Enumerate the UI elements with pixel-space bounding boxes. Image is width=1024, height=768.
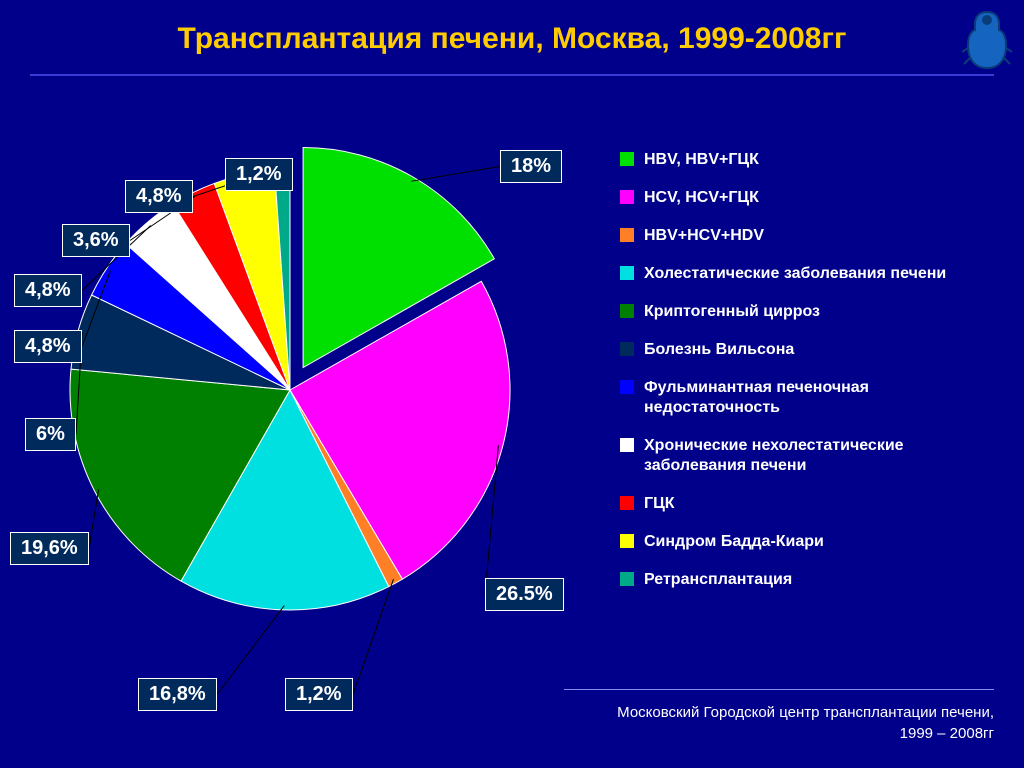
legend-item-5: Болезнь Вильсона xyxy=(620,340,1000,360)
legend-swatch xyxy=(620,190,634,204)
legend-swatch xyxy=(620,380,634,394)
legend-label: HBV+HCV+HDV xyxy=(644,226,764,246)
legend-item-7: Хронические нехолестатические заболевани… xyxy=(620,436,1000,476)
footer-line1: Московский Городской центр трансплантаци… xyxy=(617,702,994,723)
legend-item-4: Криптогенный цирроз xyxy=(620,302,1000,322)
legend-item-0: HBV, HBV+ГЦК xyxy=(620,150,1000,170)
legend-swatch xyxy=(620,304,634,318)
legend-swatch xyxy=(620,572,634,586)
legend-swatch xyxy=(620,534,634,548)
legend-label: ГЦК xyxy=(644,494,675,514)
legend-label: Ретрансплантация xyxy=(644,570,792,590)
legend-label: HCV, HCV+ГЦК xyxy=(644,188,759,208)
leader-cholestatic xyxy=(217,606,284,695)
legend-swatch xyxy=(620,438,634,452)
legend-swatch xyxy=(620,496,634,510)
legend-item-2: HBV+HCV+HDV xyxy=(620,226,1000,246)
legend-swatch xyxy=(620,228,634,242)
leader-hbv xyxy=(412,167,500,182)
pct-hcc: 3,6% xyxy=(62,224,130,257)
legend: HBV, HBV+ГЦК HCV, HCV+ГЦК HBV+HCV+HDV Холес… xyxy=(620,150,1000,608)
legend-label: HBV, HBV+ГЦК xyxy=(644,150,759,170)
footer-rule xyxy=(564,689,994,690)
pct-hcv: 26.5% xyxy=(485,578,564,611)
legend-label: Синдром Бадда-Киари xyxy=(644,532,824,552)
footer: Московский Городской центр трансплантаци… xyxy=(617,702,994,744)
legend-item-9: Синдром Бадда-Киари xyxy=(620,532,1000,552)
pct-retransplant: 1,2% xyxy=(225,158,293,191)
legend-item-6: Фульминантная печеночная недостаточность xyxy=(620,378,1000,418)
legend-item-10: Ретрансплантация xyxy=(620,570,1000,590)
legend-label: Криптогенный цирроз xyxy=(644,302,820,322)
pct-wilson: 6% xyxy=(25,418,76,451)
pct-budd: 4,8% xyxy=(125,180,193,213)
legend-label: Хронические нехолестатические заболевани… xyxy=(644,436,1000,476)
pct-hbv_hcv_hdv: 1,2% xyxy=(285,678,353,711)
legend-item-8: ГЦК xyxy=(620,494,1000,514)
pct-hbv: 18% xyxy=(500,150,562,183)
legend-label: Холестатические заболевания печени xyxy=(644,264,946,284)
legend-swatch xyxy=(620,266,634,280)
legend-item-1: HCV, HCV+ГЦК xyxy=(620,188,1000,208)
footer-line2: 1999 – 2008гг xyxy=(617,723,994,744)
pct-fulminant: 4,8% xyxy=(14,330,82,363)
legend-swatch xyxy=(620,152,634,166)
leader-cryptogenic xyxy=(89,489,99,548)
logo-icon xyxy=(960,6,1014,72)
pct-chronic: 4,8% xyxy=(14,274,82,307)
pie-chart xyxy=(0,0,620,760)
legend-swatch xyxy=(620,342,634,356)
legend-item-3: Холестатические заболевания печени xyxy=(620,264,1000,284)
legend-label: Болезнь Вильсона xyxy=(644,340,794,360)
pct-cholestatic: 16,8% xyxy=(138,678,217,711)
pct-cryptogenic: 19,6% xyxy=(10,532,89,565)
legend-label: Фульминантная печеночная недостаточность xyxy=(644,378,1000,418)
